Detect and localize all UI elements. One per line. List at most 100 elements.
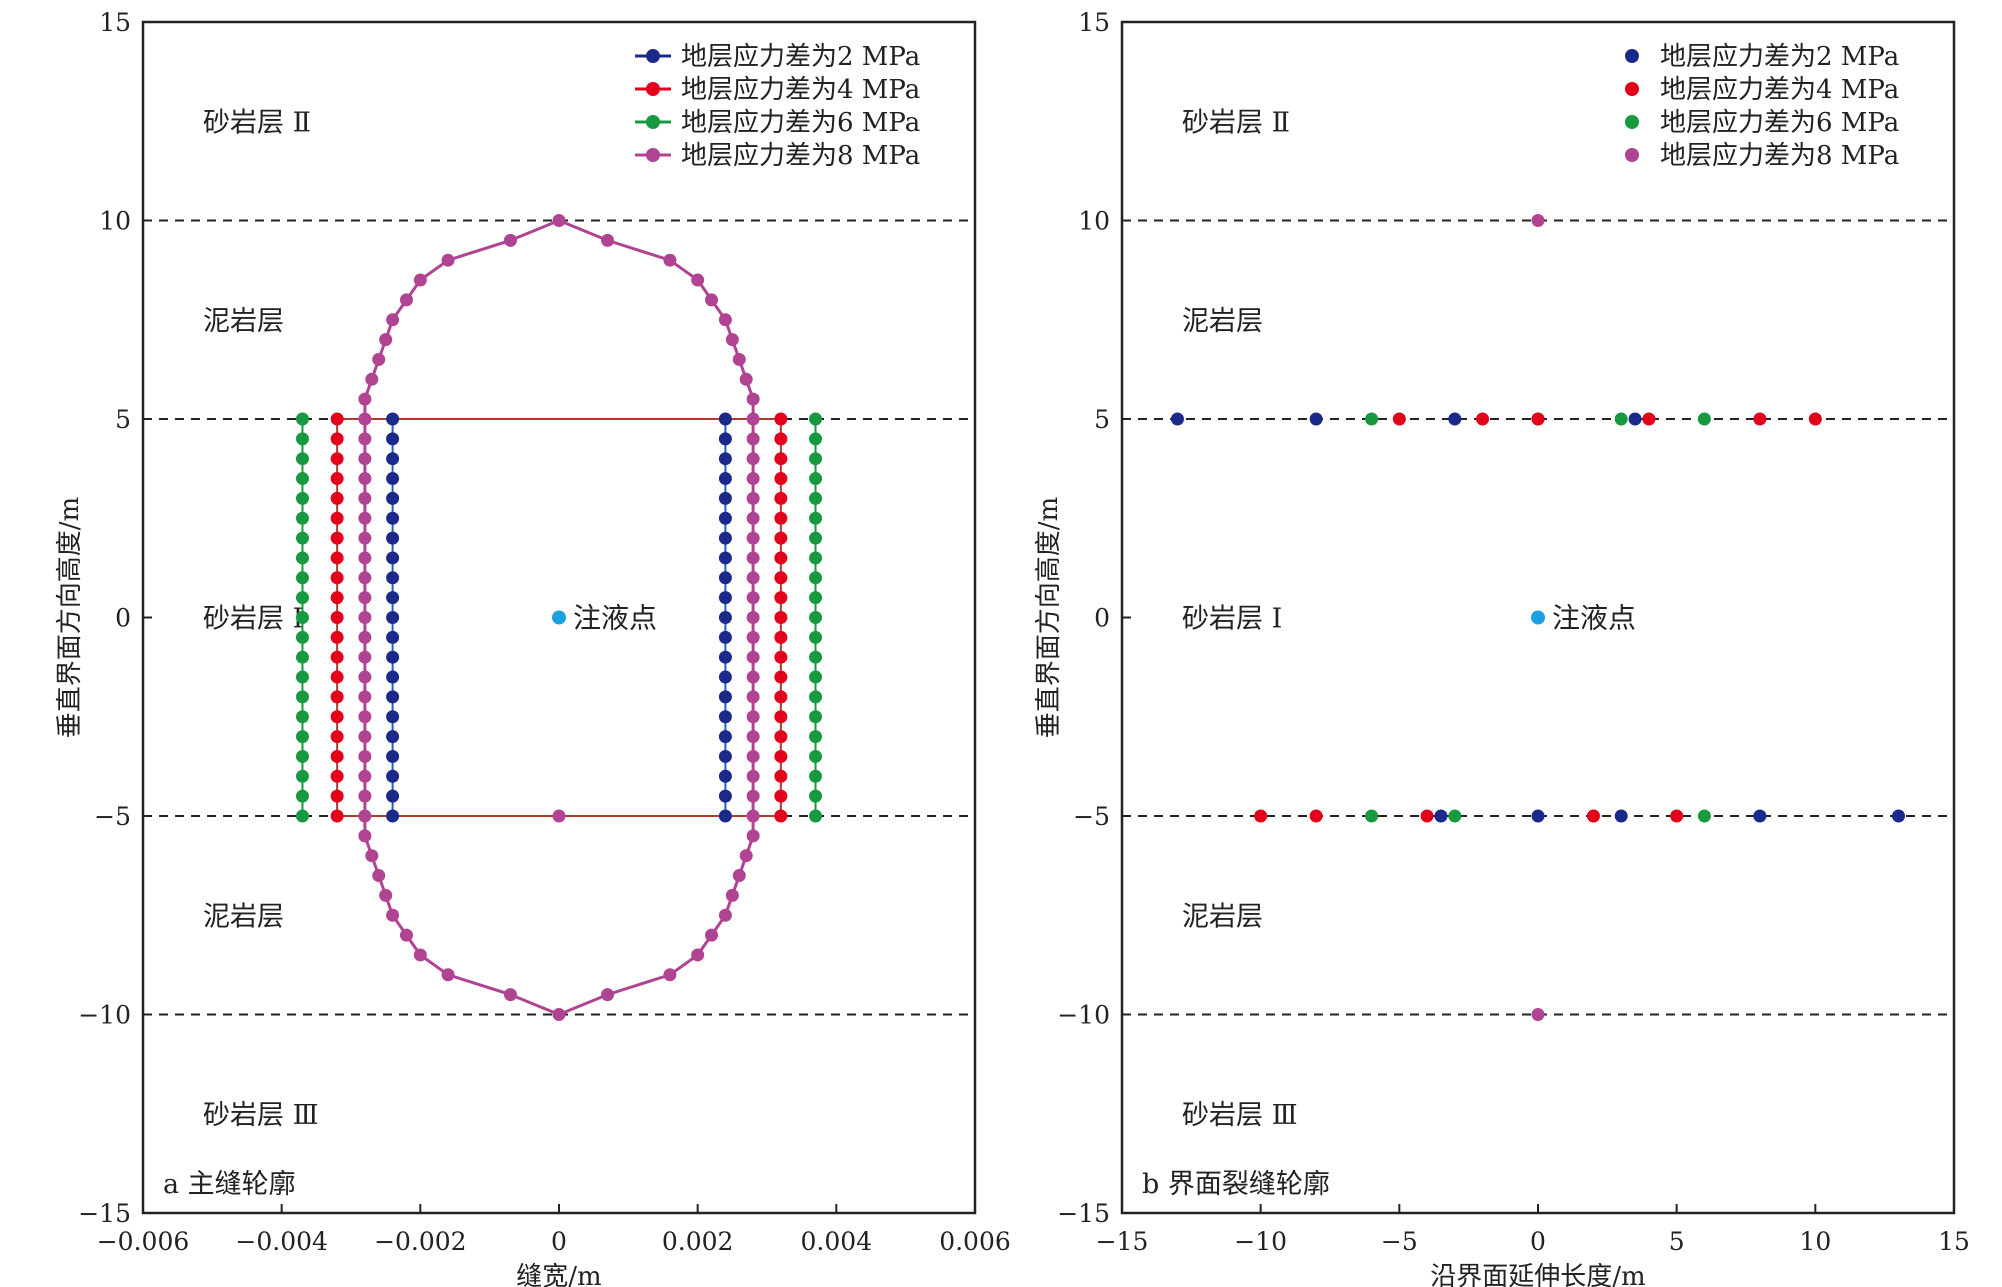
data-point bbox=[809, 769, 823, 783]
layer-label: 泥岩层 bbox=[1182, 901, 1263, 932]
data-point bbox=[358, 551, 372, 565]
y-tick-label: 0 bbox=[1094, 604, 1110, 633]
data-point bbox=[295, 710, 309, 724]
layer-label: 砂岩层 Ⅰ bbox=[1182, 604, 1282, 635]
data-point bbox=[663, 968, 677, 982]
data-point bbox=[295, 749, 309, 763]
data-point bbox=[386, 412, 400, 426]
y-tick-label: 10 bbox=[99, 207, 131, 236]
data-point bbox=[330, 690, 344, 704]
legend-label: 地层应力差为6 MPa bbox=[681, 108, 920, 138]
data-point bbox=[809, 749, 823, 763]
legend-marker bbox=[646, 49, 660, 63]
legend-marker bbox=[1625, 115, 1639, 129]
data-point bbox=[386, 908, 400, 922]
data-point bbox=[705, 928, 719, 942]
data-point bbox=[1531, 214, 1545, 227]
data-point bbox=[718, 432, 732, 446]
data-point bbox=[732, 352, 746, 366]
data-point bbox=[774, 670, 788, 684]
data-point bbox=[809, 412, 823, 426]
data-point bbox=[774, 531, 788, 545]
data-point bbox=[718, 730, 732, 744]
data-point bbox=[774, 571, 788, 585]
x-tick-label: 0 bbox=[1530, 1227, 1546, 1256]
y-tick-label: −10 bbox=[1057, 1001, 1110, 1030]
data-point bbox=[746, 809, 760, 823]
injection-point-marker bbox=[1531, 610, 1545, 625]
y-tick-label: −5 bbox=[94, 802, 131, 831]
data-point bbox=[774, 769, 788, 783]
x-tick-label: 15 bbox=[1938, 1227, 1970, 1256]
data-point bbox=[503, 233, 517, 247]
data-point bbox=[379, 333, 393, 347]
data-point bbox=[358, 749, 372, 763]
data-point bbox=[774, 789, 788, 803]
data-point bbox=[358, 829, 372, 843]
data-point bbox=[295, 591, 309, 605]
data-point bbox=[718, 690, 732, 704]
data-point bbox=[358, 730, 372, 744]
legend-label: 地层应力差为6 MPa bbox=[1660, 108, 1899, 138]
injection-point-label: 注液点 bbox=[1552, 602, 1636, 635]
data-point bbox=[1448, 412, 1462, 426]
y-tick-label: 15 bbox=[99, 8, 131, 37]
y-axis-title: 垂直界面方向高度/m bbox=[55, 497, 85, 738]
data-point bbox=[1434, 809, 1448, 823]
legend-marker bbox=[646, 148, 660, 162]
data-point bbox=[552, 809, 566, 823]
data-point bbox=[372, 869, 386, 883]
data-point bbox=[358, 611, 372, 624]
legend-marker bbox=[1625, 82, 1639, 96]
data-point bbox=[691, 273, 705, 287]
data-point bbox=[774, 511, 788, 525]
data-point bbox=[1753, 809, 1767, 823]
y-tick-label: −15 bbox=[1057, 1199, 1110, 1228]
data-point bbox=[774, 472, 788, 486]
data-point bbox=[739, 849, 753, 863]
data-point bbox=[295, 611, 309, 624]
legend-label: 地层应力差为4 MPa bbox=[1660, 75, 1899, 105]
data-point bbox=[718, 412, 732, 426]
data-point bbox=[330, 571, 344, 585]
data-point bbox=[386, 611, 400, 624]
data-point bbox=[358, 571, 372, 585]
panel-b-interface-fracture: −15 −10 −5 0 5 10 15 15 10 5 0 −5 −10 −15 沿界面延伸长度/m 垂直界… bbox=[1034, 8, 1970, 1287]
y-tick-label: 5 bbox=[1094, 405, 1110, 434]
data-point bbox=[330, 531, 344, 545]
data-point bbox=[718, 769, 732, 783]
data-point bbox=[413, 273, 427, 287]
data-point bbox=[1420, 809, 1434, 823]
data-point bbox=[330, 730, 344, 744]
data-point bbox=[1531, 809, 1545, 823]
data-point bbox=[358, 670, 372, 684]
data-point bbox=[295, 531, 309, 545]
y-tick-label: −5 bbox=[1073, 802, 1110, 831]
data-point bbox=[718, 491, 732, 505]
data-point bbox=[809, 730, 823, 744]
layer-label: 泥岩层 bbox=[203, 306, 284, 337]
data-point bbox=[330, 749, 344, 763]
data-point bbox=[330, 551, 344, 565]
data-point bbox=[358, 452, 372, 466]
data-point bbox=[746, 650, 760, 664]
data-point bbox=[746, 829, 760, 843]
data-point bbox=[718, 908, 732, 922]
data-point bbox=[330, 670, 344, 684]
data-point bbox=[1892, 809, 1906, 823]
data-point bbox=[358, 491, 372, 505]
data-point bbox=[718, 591, 732, 605]
legend-label: 地层应力差为8 MPa bbox=[1660, 141, 1899, 171]
data-point bbox=[1697, 809, 1711, 823]
layer-label: 砂岩层 Ⅲ bbox=[203, 1100, 319, 1131]
data-point bbox=[746, 730, 760, 744]
data-point bbox=[1808, 412, 1822, 426]
data-point bbox=[358, 710, 372, 724]
data-point bbox=[386, 809, 400, 823]
data-point bbox=[386, 472, 400, 486]
x-tick-label: −5 bbox=[1381, 1227, 1418, 1256]
data-point bbox=[386, 313, 400, 327]
data-point bbox=[746, 710, 760, 724]
data-point bbox=[718, 789, 732, 803]
